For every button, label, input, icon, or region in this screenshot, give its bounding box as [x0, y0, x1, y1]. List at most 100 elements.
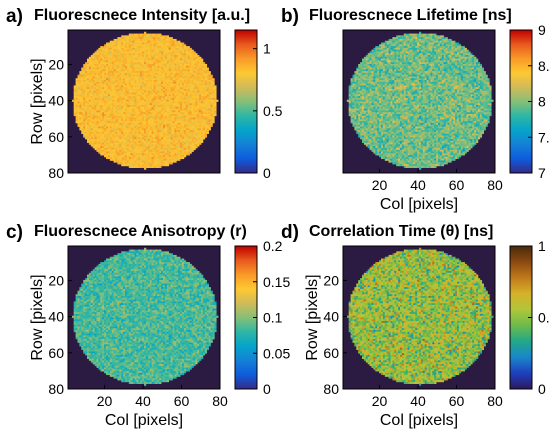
heatmap-cell: [104, 103, 107, 106]
heatmap-cell: [140, 60, 143, 63]
heatmap-cell: [424, 53, 427, 56]
heatmap-cell: [109, 126, 113, 129]
heatmap-cell: [159, 149, 162, 152]
heatmap-cell: [140, 106, 143, 109]
heatmap-cell: [199, 142, 202, 145]
heatmap-cell: [83, 72, 86, 76]
heatmap-cell: [185, 80, 189, 83]
heatmap-cell: [155, 137, 158, 140]
heatmap-cell: [81, 108, 84, 111]
heatmap-cell: [208, 101, 211, 104]
heatmap-cell: [134, 101, 137, 104]
heatmap-cell: [128, 80, 132, 83]
heatmap-cell: [204, 126, 208, 129]
heatmap-cell: [163, 147, 166, 151]
heatmap-cell: [132, 156, 135, 160]
heatmap-cell: [98, 88, 101, 92]
heatmap-cell: [134, 80, 137, 83]
heatmap-cell: [430, 40, 433, 43]
heatmap-cell: [87, 115, 90, 118]
heatmap-cell: [134, 147, 137, 151]
heatmap-cell: [189, 133, 192, 136]
heatmap-cell: [199, 83, 202, 86]
heatmap-cell: [117, 74, 120, 77]
heatmap-cell: [117, 49, 120, 52]
heatmap-cell: [161, 49, 164, 52]
heatmap-cell: [104, 115, 107, 118]
heatmap-cell: [128, 126, 132, 129]
heatmap-cell: [151, 158, 154, 161]
heatmap-cell: [134, 69, 137, 72]
heatmap-cell: [88, 117, 92, 120]
heatmap-cell: [147, 65, 151, 68]
heatmap-cell: [157, 51, 160, 54]
heatmap-cell: [94, 142, 97, 145]
heatmap-cell: [119, 156, 122, 160]
heatmap-cell: [178, 56, 181, 59]
heatmap-cell: [164, 131, 168, 135]
heatmap-cell: [109, 105, 113, 108]
heatmap-cell: [100, 58, 103, 61]
heatmap-cell: [147, 110, 151, 113]
heatmap-cell: [111, 147, 114, 151]
heatmap-cell: [170, 37, 173, 40]
heatmap-cell: [132, 88, 135, 92]
heatmap-cell: [176, 49, 179, 52]
heatmap-cell: [136, 156, 139, 160]
heatmap-cell: [436, 49, 439, 52]
heatmap-cell: [178, 146, 181, 149]
heatmap-cell: [164, 76, 168, 79]
heatmap-cell: [151, 87, 154, 90]
heatmap-cell: [145, 108, 149, 111]
heatmap-cell: [136, 140, 139, 143]
heatmap-cell: [170, 85, 173, 88]
heatmap-cell: [403, 51, 407, 54]
heatmap-cell: [201, 92, 204, 95]
heatmap-cell: [90, 137, 94, 140]
heatmap-cell: [447, 49, 450, 52]
heatmap-cell: [382, 47, 386, 51]
heatmap-cell: [138, 130, 141, 133]
heatmap-cell: [138, 99, 141, 102]
heatmap-cell: [85, 130, 88, 133]
heatmap-cell: [102, 58, 105, 61]
heatmap-cell: [147, 119, 151, 122]
heatmap-cell: [132, 164, 135, 167]
heatmap-cell: [142, 49, 145, 52]
heatmap-cell: [117, 40, 120, 43]
heatmap-cell: [438, 51, 441, 54]
heatmap-cell: [106, 42, 109, 45]
heatmap-cell: [109, 67, 113, 70]
heatmap-cell: [111, 112, 114, 115]
heatmap-cell: [126, 83, 130, 86]
heatmap-cell: [183, 80, 187, 83]
heatmap-cell: [145, 140, 149, 143]
heatmap-cell: [113, 103, 116, 106]
heatmap-cell: [206, 108, 209, 111]
heatmap-cell: [183, 72, 187, 76]
heatmap-cell: [106, 67, 109, 70]
heatmap-cell: [132, 151, 135, 154]
heatmap-cell: [161, 46, 164, 49]
heatmap-cell: [432, 40, 435, 43]
heatmap-cell: [149, 133, 152, 136]
heatmap-cell: [115, 135, 118, 138]
heatmap-cell: [187, 65, 190, 68]
heatmap-cell: [125, 67, 128, 70]
heatmap-cell: [132, 40, 135, 43]
heatmap-cell: [98, 101, 101, 104]
heatmap-cell: [113, 135, 116, 138]
heatmap-cell: [142, 105, 145, 108]
heatmap-cell: [100, 140, 103, 143]
heatmap-cell: [79, 103, 82, 106]
heatmap-cell: [130, 60, 133, 63]
heatmap-cell: [394, 42, 397, 45]
heatmap-cell: [197, 99, 200, 102]
heatmap-cell: [130, 153, 133, 156]
heatmap-cell: [113, 80, 116, 83]
heatmap-cell: [149, 142, 152, 145]
heatmap-cell: [195, 63, 198, 67]
heatmap-cell: [98, 103, 101, 106]
heatmap-cell: [102, 47, 105, 51]
heatmap-cell: [182, 135, 185, 138]
